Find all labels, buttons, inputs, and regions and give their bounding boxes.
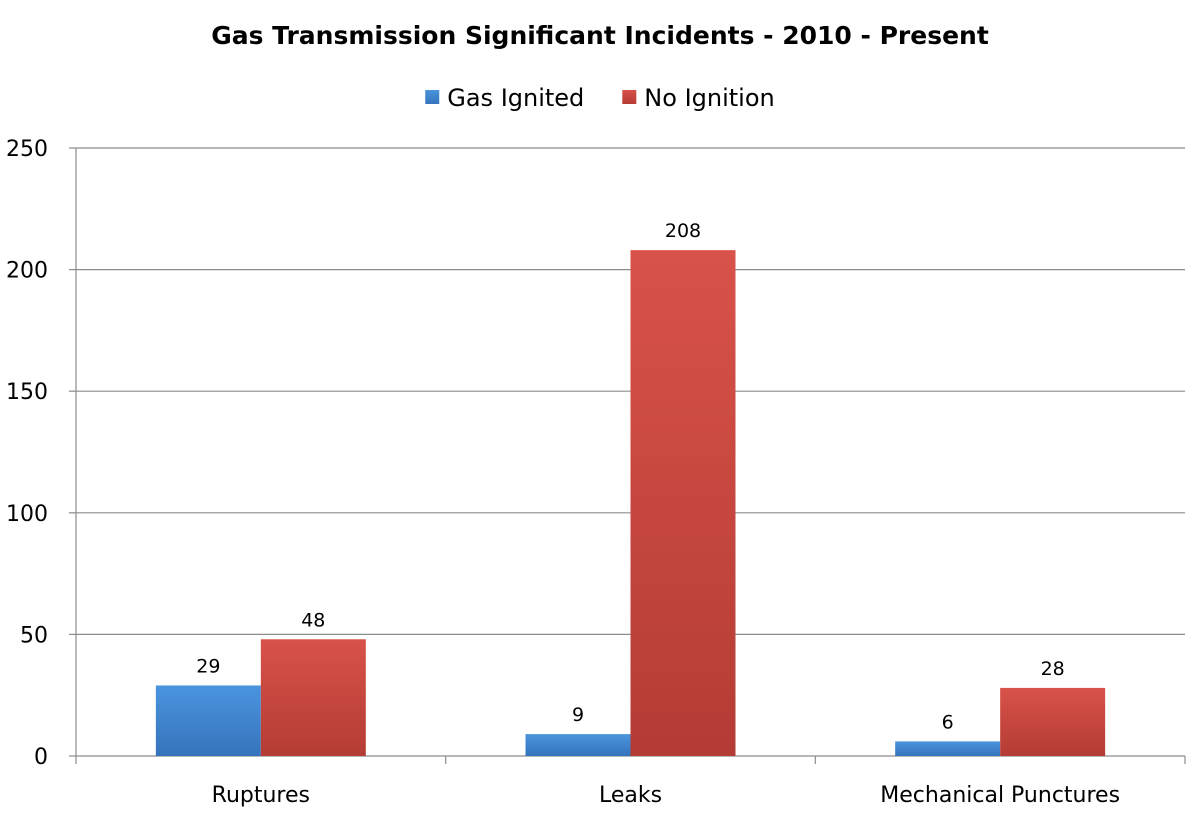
data-label-no-ignition-ruptures: 48: [301, 609, 325, 631]
bar-no-ignition-leaks: [630, 250, 736, 757]
legend-label-gas-ignited: Gas Ignited: [447, 84, 584, 112]
data-label-no-ignition-mechanical-punctures: 28: [1041, 658, 1065, 680]
bar-no-ignition-ruptures: [260, 639, 366, 756]
y-tick-label-100: 100: [6, 502, 48, 527]
bars: [155, 250, 1106, 757]
legend-label-no-ignition: No Ignition: [644, 84, 774, 112]
legend-swatch-no-ignition: [622, 90, 637, 104]
bar-no-ignition-mechanical-punctures: [1000, 687, 1106, 756]
y-axis-ticks: 0 50 100 150 200 250: [6, 137, 48, 770]
bar-gas-ignited-ruptures: [155, 685, 261, 756]
bar-gas-ignited-leaks: [525, 734, 631, 756]
y-tick-label-200: 200: [6, 259, 48, 284]
bar-gas-ignited-mechanical-punctures: [895, 741, 1001, 756]
legend: Gas Ignited No Ignition: [425, 84, 775, 112]
axes: [69, 147, 1186, 764]
y-tick-label-0: 0: [34, 745, 48, 770]
data-labels: 29 48 9 208 6 28: [196, 220, 1065, 733]
x-category-label-leaks: Leaks: [599, 783, 662, 808]
y-tick-label-150: 150: [6, 380, 48, 405]
x-category-label-ruptures: Ruptures: [212, 783, 310, 808]
data-label-gas-ignited-leaks: 9: [572, 704, 584, 726]
y-tick-label-50: 50: [20, 623, 48, 648]
legend-swatch-gas-ignited: [425, 90, 440, 104]
data-label-gas-ignited-ruptures: 29: [196, 655, 220, 677]
y-tick-label-250: 250: [6, 137, 48, 162]
data-label-gas-ignited-mechanical-punctures: 6: [942, 711, 954, 733]
x-axis-categories: Ruptures Leaks Mechanical Punctures: [212, 783, 1120, 808]
data-label-no-ignition-leaks: 208: [665, 220, 701, 242]
chart-title: Gas Transmission Significant Incidents -…: [211, 21, 989, 50]
x-category-label-mechanical-punctures: Mechanical Punctures: [880, 783, 1120, 808]
